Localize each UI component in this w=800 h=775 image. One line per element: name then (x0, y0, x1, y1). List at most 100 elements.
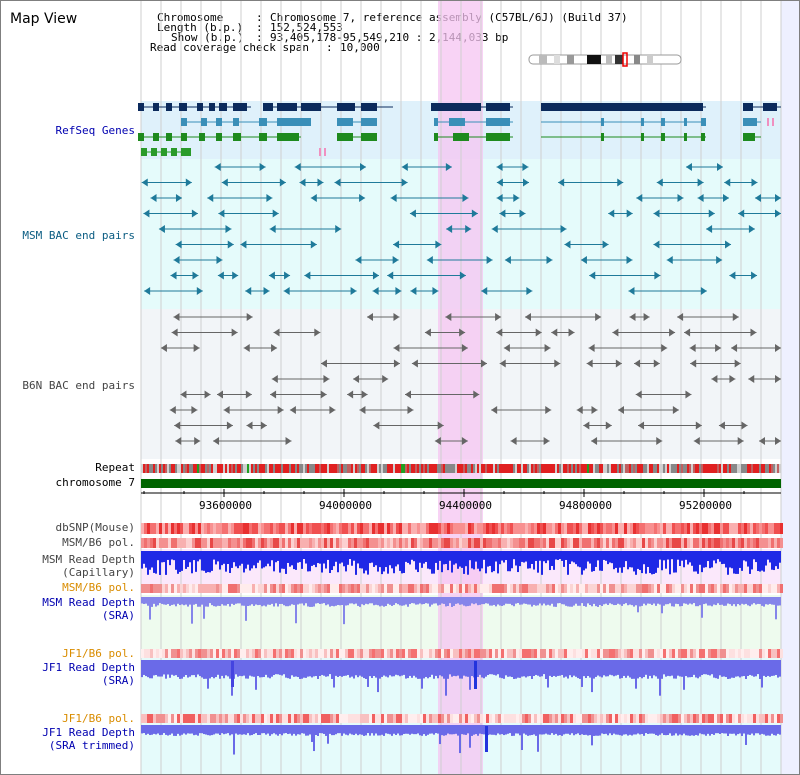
heat-cell (597, 538, 600, 548)
repeat-cell (735, 464, 737, 473)
heat-cell (225, 649, 228, 658)
track-label-repeat[interactable]: Repeat (95, 461, 135, 474)
track-label-msm-b6-pol[interactable]: MSM/B6 pol. (62, 536, 135, 549)
heat-cell (492, 714, 495, 723)
track-label-jf1-pol[interactable]: JF1/B6 pol. (62, 647, 135, 660)
repeat-cell (567, 464, 569, 473)
heat-cell (597, 714, 600, 723)
repeat-cell (671, 464, 673, 473)
heat-cell (405, 714, 408, 723)
heat-cell (270, 584, 273, 593)
depth-bar (457, 725, 459, 736)
depth-bar (677, 660, 679, 676)
depth-bar (499, 597, 501, 606)
repeat-cell (487, 464, 489, 473)
repeat-cell (147, 464, 149, 473)
depth-bar (367, 551, 369, 575)
heat-cell (270, 523, 273, 534)
bac-end-arrow (304, 271, 311, 280)
depth-bar (467, 660, 469, 677)
heat-cell (753, 584, 756, 593)
depth-bar (353, 725, 355, 736)
heat-cell (534, 649, 537, 658)
track-label-msm-depth-capillary[interactable]: MSM Read Depth (42, 553, 135, 566)
depth-bar (291, 725, 293, 736)
heat-cell (315, 538, 318, 548)
heat-cell (588, 523, 591, 534)
depth-bar (167, 660, 169, 675)
heat-cell (402, 584, 405, 593)
depth-bar (469, 725, 471, 748)
track-label-dbsnp[interactable]: dbSNP(Mouse) (55, 521, 135, 534)
depth-bar (703, 597, 705, 605)
heat-cell (402, 538, 405, 548)
depth-bar (451, 660, 453, 677)
heat-cell (777, 538, 780, 548)
heat-cell (519, 714, 522, 723)
depth-bar (301, 725, 303, 734)
heat-cell (144, 538, 147, 548)
depth-bar (385, 660, 387, 677)
track-label-msm-b6-pol-2[interactable]: MSM/B6 pol. (62, 581, 135, 594)
heat-cell (279, 649, 282, 658)
heat-cell (348, 538, 351, 548)
bac-end-arrow (175, 194, 182, 202)
depth-bar (695, 660, 697, 678)
bac-end-arrow (564, 240, 571, 249)
repeat-cell (745, 464, 747, 473)
depth-bar (499, 725, 501, 735)
heat-cell (351, 714, 354, 723)
heat-cell (690, 538, 693, 548)
depth-bar (235, 725, 237, 734)
repeat-cell (553, 464, 555, 473)
track-label-b6n-bac[interactable]: B6N BAC end pairs (22, 379, 135, 392)
depth-bar (769, 597, 771, 604)
repeat-cell (765, 464, 767, 473)
depth-bar (367, 597, 369, 605)
heat-cell (420, 584, 423, 593)
heat-cell (228, 584, 231, 593)
heat-cell (717, 584, 720, 593)
depth-bar (441, 551, 443, 573)
bac-end-arrow (524, 313, 531, 321)
depth-bar (427, 725, 429, 735)
heat-cell (693, 714, 696, 723)
heat-cell (462, 584, 465, 593)
repeat-cell (447, 464, 449, 473)
track-label-msm-depth-sra[interactable]: MSM Read Depth (42, 596, 135, 609)
track-label-jf1-depth-trimmed[interactable]: JF1 Read Depth (42, 726, 135, 739)
depth-bar (767, 597, 769, 605)
heat-cell (684, 584, 687, 593)
depth-bar (359, 660, 361, 676)
repeat-cell (407, 464, 409, 473)
track-label-msm-bac[interactable]: MSM BAC end pairs (22, 229, 135, 242)
depth-bar (203, 725, 205, 735)
heat-cell (312, 523, 315, 534)
depth-bar (379, 597, 381, 607)
depth-bar (345, 597, 347, 606)
depth-bar (423, 597, 425, 605)
heat-cell (582, 649, 585, 658)
heat-cell (753, 538, 756, 548)
repeat-cell (613, 464, 615, 473)
track-label-refseq[interactable]: RefSeq Genes (55, 124, 135, 137)
heat-cell (630, 538, 633, 548)
track-label-jf1-pol-2[interactable]: JF1/B6 pol. (62, 712, 135, 725)
axis-ticks (143, 489, 745, 497)
heat-cell (213, 584, 216, 593)
heat-cell (204, 538, 207, 548)
track-label-jf1-depth[interactable]: JF1 Read Depth (42, 661, 135, 674)
heat-cell (483, 538, 486, 548)
depth-bar (431, 660, 433, 675)
heat-cell (210, 584, 213, 593)
heat-cell (600, 714, 603, 723)
gene-exon (233, 103, 247, 111)
depth-histograms (141, 551, 781, 755)
depth-bar (519, 660, 521, 678)
depth-bar (507, 551, 509, 572)
depth-bar (731, 551, 733, 569)
heat-cell (225, 523, 228, 534)
track-label-chromosome[interactable]: chromosome 7 (55, 476, 135, 489)
depth-bar (483, 551, 485, 560)
